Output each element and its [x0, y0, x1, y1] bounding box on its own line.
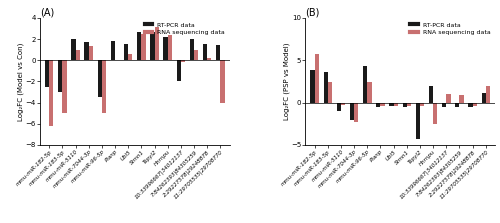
Bar — [194, 50, 198, 60]
Bar — [486, 87, 490, 103]
Bar — [341, 103, 345, 105]
Bar — [324, 72, 328, 103]
Bar — [468, 103, 472, 107]
Bar — [84, 42, 88, 60]
Bar — [380, 103, 384, 106]
Bar — [190, 39, 194, 60]
Legend: RT-PCR data, RNA sequencing data: RT-PCR data, RNA sequencing data — [409, 21, 492, 37]
Bar — [328, 82, 332, 103]
Bar — [49, 60, 54, 126]
Bar — [128, 54, 132, 60]
Y-axis label: Log₂FC (Model vs Con): Log₂FC (Model vs Con) — [18, 42, 24, 121]
Bar — [88, 46, 93, 60]
Bar — [482, 93, 486, 103]
Text: (B): (B) — [306, 7, 320, 17]
Bar — [164, 37, 168, 60]
Bar — [45, 60, 49, 87]
Bar — [150, 32, 154, 60]
Bar — [394, 103, 398, 106]
Bar — [407, 103, 411, 106]
Bar — [337, 103, 341, 111]
Bar — [176, 60, 181, 81]
Legend: RT-PCR data, RNA sequencing data: RT-PCR data, RNA sequencing data — [144, 21, 226, 37]
Bar — [98, 60, 102, 97]
Bar — [154, 27, 159, 60]
Bar — [350, 103, 354, 120]
Bar — [62, 60, 66, 113]
Bar — [376, 103, 380, 107]
Bar — [314, 54, 319, 103]
Bar — [58, 60, 62, 92]
Bar — [446, 94, 450, 103]
Text: (A): (A) — [40, 7, 54, 17]
Bar — [363, 66, 368, 103]
Bar — [460, 95, 464, 103]
Bar — [354, 103, 358, 122]
Bar — [390, 103, 394, 106]
Bar — [368, 82, 372, 103]
Bar — [111, 41, 115, 60]
Bar — [402, 103, 407, 107]
Bar — [102, 60, 106, 113]
Bar — [220, 60, 224, 103]
Bar — [72, 39, 76, 60]
Bar — [433, 103, 438, 124]
Bar — [420, 103, 424, 106]
Bar — [442, 103, 446, 107]
Bar — [142, 34, 146, 60]
Bar — [455, 103, 460, 107]
Bar — [416, 103, 420, 139]
Bar — [124, 44, 128, 60]
Bar — [137, 32, 141, 60]
Bar — [310, 70, 314, 103]
Bar — [203, 44, 207, 60]
Bar — [472, 103, 477, 106]
Bar — [181, 60, 185, 62]
Bar — [216, 45, 220, 60]
Bar — [76, 50, 80, 60]
Bar — [429, 87, 433, 103]
Y-axis label: Log₂FC (PSP vs Model): Log₂FC (PSP vs Model) — [283, 43, 290, 120]
Bar — [168, 35, 172, 60]
Bar — [207, 58, 212, 60]
